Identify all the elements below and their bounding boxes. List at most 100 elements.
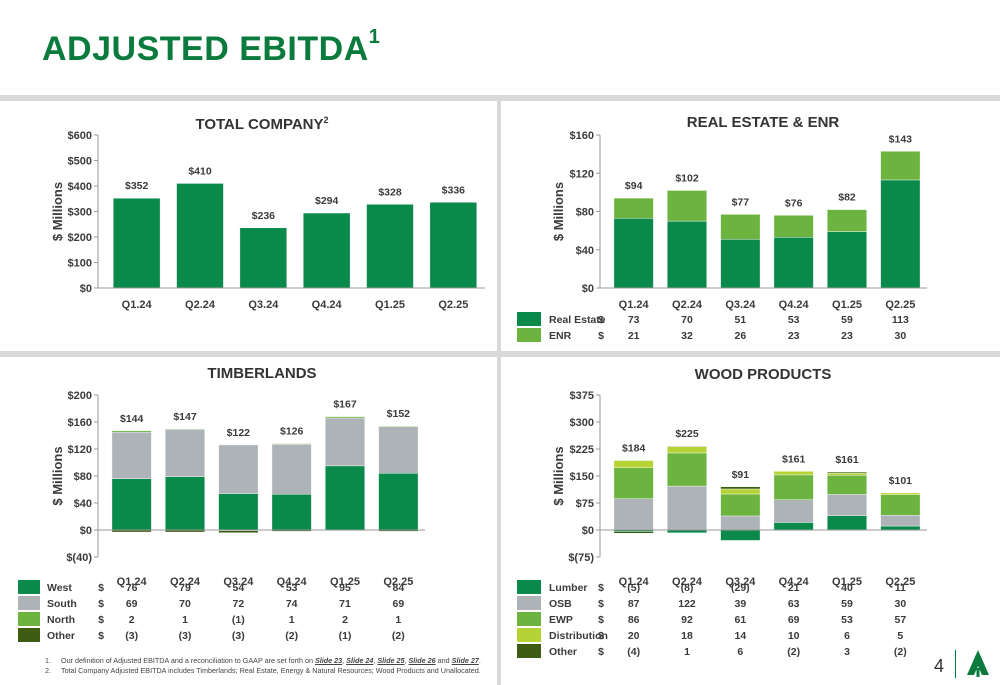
bar-osb-Q1.25 [827,494,867,516]
bar-osb-Q4.24 [773,499,814,523]
legend-value: 1 [182,614,188,626]
x-tick-label: Q2.24 [170,576,201,588]
bar-ewp-Q4.24 [773,474,814,500]
chart-real-estate-enr: REAL ESTATE & ENR $ Millions $0 $40 $80 $120 $… [501,101,1000,351]
legend-swatch [517,312,541,326]
legend-value: 23 [788,330,800,342]
legend-value: 30 [894,598,906,610]
total-label: $91 [732,469,750,481]
legend-value: 1 [289,614,295,626]
legend-value: 20 [628,630,640,642]
legend-value: 6 [737,646,743,658]
y-tick-label: $500 [68,156,92,168]
chart-svg: TIMBERLANDS $ Millions $(40) $0 $40 $80 $120 $1… [18,365,425,642]
bar-value-Q2.25 [429,202,477,289]
bar-osb-Q3.24 [720,515,761,531]
x-tick-label: Q1.24 [122,299,153,311]
legend-value: 14 [734,630,746,642]
legend-value: (3) [179,630,192,642]
chart-title: TIMBERLANDS [207,365,316,382]
y-axis-label: $ Millions [551,182,566,241]
total-label: $161 [835,454,859,466]
chart-title: REAL ESTATE & ENR [687,114,840,131]
y-tick-label: $0 [80,525,92,537]
legend-currency: $ [598,646,604,658]
y-tick-label: $80 [74,471,92,483]
legend-value: 95 [339,582,351,594]
chart-svg: TOTAL COMPANY2 $ Millions $0 $100 $200 $300 $4… [50,115,485,311]
slide-link[interactable]: Slide 25 [377,656,405,665]
x-tick-label: Q4.24 [779,576,810,588]
legend-currency: $ [598,614,604,626]
legend-currency: $ [598,330,604,342]
x-tick-label: Q1.25 [330,576,360,588]
chart-timberlands: TIMBERLANDS $ Millions $(40) $0 $40 $80 $120 $1… [0,357,497,655]
bar-osb-Q2.25 [880,515,921,527]
y-tick-label: $375 [570,390,594,402]
legend-value: 1 [684,646,690,658]
x-tick-label: Q2.25 [885,576,915,588]
legend-value: 3 [844,646,850,658]
x-tick-label: Q1.24 [619,299,650,311]
legend-value: 39 [734,598,746,610]
x-tick-label: Q2.25 [885,299,915,311]
legend-value: (5) [627,582,640,594]
y-tick-label: $160 [570,130,594,142]
bar-osb-Q1.24 [613,498,654,531]
slide-link[interactable]: Slide 24 [346,656,374,665]
bar-enr-Q1.25 [827,209,867,232]
page-title: ADJUSTED EBITDA1 [42,26,381,68]
legend-value: 1 [395,614,401,626]
legend-value: 2 [129,614,135,626]
legend-value: 5 [897,630,903,642]
y-tick-label: $400 [68,181,92,193]
bar-ewp-Q2.25 [880,494,921,516]
legend-value: 70 [179,598,191,610]
divider-vertical [497,101,501,685]
legend-value: 69 [126,598,138,610]
legend-value: 122 [678,598,696,610]
legend-label: West [47,582,72,594]
bar-enr-Q1.24 [613,197,654,219]
legend-currency: $ [98,582,104,594]
x-tick-label: Q4.24 [277,576,308,588]
total-label: $294 [315,195,339,207]
legend-value: 51 [734,314,746,326]
legend-value: (2) [392,630,405,642]
bar-value-Q1.24 [113,198,161,289]
slide-link[interactable]: Slide 23 [314,656,343,665]
legend-value: 30 [894,330,906,342]
legend-value: 84 [392,582,404,594]
y-tick-label: $160 [68,417,92,429]
legend-value: 57 [894,614,906,626]
total-label: $101 [889,475,913,487]
legend-swatch [517,628,541,642]
legend-swatch [517,328,541,342]
legend-swatch [517,644,541,658]
legend-value: (4) [627,646,640,658]
x-tick-label: Q2.24 [672,576,703,588]
legend-label: Real Estate [549,314,606,326]
x-tick-label: Q4.24 [779,299,810,311]
legend-value: 71 [339,598,351,610]
bar-enr-Q3.24 [720,214,761,240]
y-tick-label: $0 [582,283,594,295]
x-tick-label: Q2.24 [185,299,216,311]
x-tick-label: Q2.25 [438,299,468,311]
y-tick-label: $(75) [568,552,594,564]
bar-real-estate-Q2.24 [667,220,707,289]
y-tick-label: $100 [68,258,92,270]
bar-south-Q2.25 [378,426,419,474]
y-tick-label: $225 [570,444,594,456]
slide-link[interactable]: Slide 26 [408,656,436,665]
legend-value: 72 [232,598,244,610]
total-label: $126 [280,426,304,438]
y-tick-label: $300 [68,207,92,219]
slide-link[interactable]: Slide 27 [451,656,479,665]
bar-north-Q4.24 [271,443,312,445]
bar-distribution-Q1.25 [827,472,867,476]
legend-label: OSB [549,598,572,610]
y-axis-label: $ Millions [50,182,65,241]
legend-value: 63 [788,598,800,610]
y-tick-label: $200 [68,390,92,402]
